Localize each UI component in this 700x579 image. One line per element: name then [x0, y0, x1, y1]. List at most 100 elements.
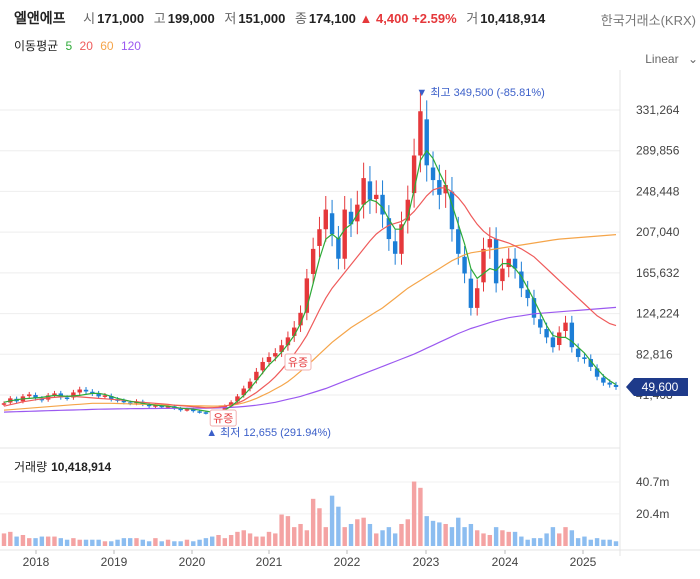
volume-bar [569, 530, 575, 546]
candle-body [493, 239, 499, 284]
candle-body [607, 382, 612, 385]
volume-bar [355, 519, 360, 546]
candle-body [121, 400, 127, 403]
volume-bar [430, 520, 436, 546]
volume-bar [109, 541, 114, 546]
volume-bar [71, 538, 76, 546]
volume-bar [418, 487, 423, 546]
y-tick-label: 207,040 [636, 225, 680, 239]
volume-bar [493, 527, 499, 546]
candle-body [355, 204, 360, 222]
candle-body [247, 381, 253, 389]
volume-bar [323, 527, 328, 546]
volume-bar [153, 538, 158, 546]
volume-bar [1, 533, 7, 546]
volume-bar [594, 538, 600, 546]
volume-bar [254, 536, 259, 546]
close-value: 174,100 [308, 11, 356, 26]
volume-bar [405, 519, 411, 546]
candle-body [254, 371, 259, 381]
candle-body [27, 394, 32, 397]
volume-bar [45, 536, 51, 546]
volume-bar [361, 517, 366, 546]
candle-body [304, 278, 310, 313]
candle-body [329, 213, 335, 235]
ma-legend-60[interactable]: 60 [100, 39, 114, 53]
ma-legend-120[interactable]: 120 [120, 39, 141, 53]
volume-bar [197, 539, 202, 546]
candle-body [197, 411, 202, 413]
volume-bar [437, 522, 442, 546]
volume-bar [298, 523, 303, 546]
ma20-line [3, 187, 617, 409]
volume-bar [90, 539, 95, 546]
volume-bar [121, 538, 127, 546]
event-marker: 유증 [209, 409, 237, 427]
candle-body [405, 199, 411, 221]
volume-bar [159, 541, 164, 546]
candle-body [77, 389, 82, 393]
event-marker-box [284, 353, 312, 371]
candle-body [443, 184, 448, 194]
candle-body [430, 167, 436, 181]
stock-name: 엘앤에프 [14, 10, 66, 26]
low-annotation: ▲ 최저 12,655 (291.94%) [206, 426, 331, 439]
candle-body [298, 312, 303, 326]
candle-body [127, 402, 133, 404]
volume-bar [146, 541, 152, 546]
candle-body [575, 348, 581, 358]
ma-legend-title: 이동평균 [14, 39, 59, 53]
event-marker: 유증 [284, 353, 312, 371]
candle-body [449, 191, 455, 230]
volume-bar [102, 541, 108, 546]
candle-body [525, 289, 530, 299]
x-tick-label: 2019 [101, 555, 128, 569]
volume-bar [134, 538, 139, 546]
y-tick-label: 331,264 [636, 103, 680, 117]
ma-legend-5[interactable]: 5 [65, 39, 73, 53]
candle-body [557, 332, 562, 346]
candle-body [392, 241, 398, 254]
volume-bar [96, 539, 101, 546]
volume-bar [462, 527, 467, 546]
candle-body [241, 388, 246, 396]
volume-bar [613, 541, 619, 546]
candle-body [399, 224, 404, 254]
volume-bar [563, 527, 568, 546]
candle-body [563, 322, 568, 331]
volume-bar [209, 536, 215, 546]
ma-legend-20[interactable]: 20 [79, 39, 93, 53]
volume-panel-title: 거래량 [14, 460, 48, 474]
volume-panel-label: 거래량 10,418,914 [14, 458, 111, 475]
volume-bar [247, 533, 253, 546]
candle-body [418, 111, 423, 156]
candle-body [538, 319, 543, 328]
volume-bar [519, 536, 524, 546]
candle-body [64, 397, 70, 400]
volume-bar [348, 523, 354, 546]
volume-bar [538, 538, 543, 546]
scale-dropdown[interactable]: Linear ⌄ [645, 52, 698, 66]
volume-bar [273, 533, 278, 546]
volume-bar [27, 538, 32, 546]
x-tick-label: 2020 [179, 555, 206, 569]
volume-bar [33, 538, 38, 546]
volume-bar [329, 495, 335, 546]
volume-bar [216, 534, 221, 546]
volume-bar [456, 517, 461, 546]
candle-body [519, 271, 524, 289]
candle-body [336, 237, 341, 259]
last-price-bg [626, 377, 688, 396]
candle-body [273, 353, 278, 357]
volume-bar [8, 531, 13, 546]
candle-body [594, 368, 600, 377]
change-percent: +2.59% [412, 11, 457, 26]
volume-bar [127, 538, 133, 546]
candle-body [109, 395, 114, 400]
candle-body [266, 357, 272, 362]
volume-bar [588, 539, 593, 546]
x-tick-label: 2018 [23, 555, 50, 569]
volume-value: 10,418,914 [480, 11, 546, 26]
volume-bar [310, 498, 316, 546]
